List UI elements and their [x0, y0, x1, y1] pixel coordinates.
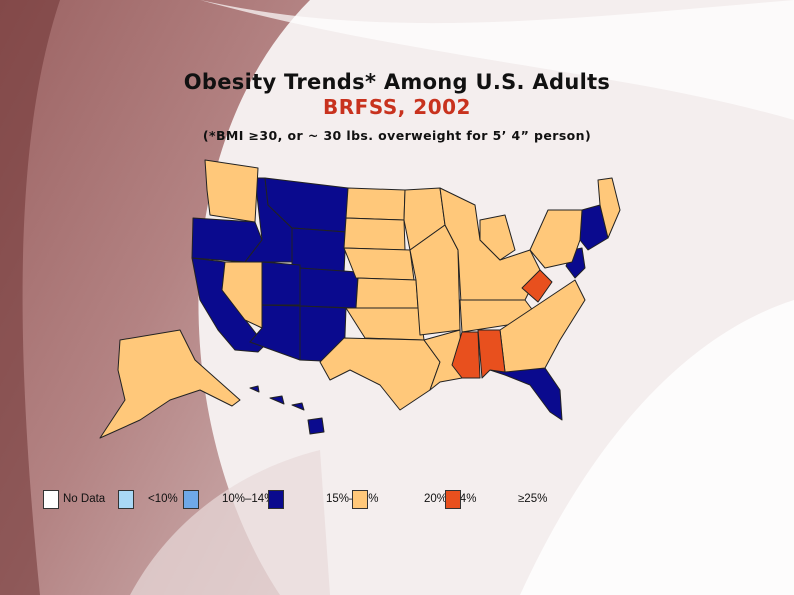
legend-swatch-10-14: [183, 490, 199, 509]
state-mi: [479, 214, 516, 261]
region-ge25: [451, 269, 553, 379]
region-20-24: [99, 159, 621, 439]
map-footnote: (*BMI ≥30, or ~ 30 lbs. overweight for 5…: [202, 128, 592, 143]
legend-label-no-data: No Data: [63, 493, 106, 505]
state-ut: [259, 261, 301, 306]
map-title: Obesity Trends* Among U.S. Adults: [183, 70, 611, 94]
state-nv: [221, 261, 263, 329]
state-tx: [319, 337, 441, 411]
legend-label-10-14: 10%–14%: [222, 493, 275, 505]
state-ar-la: [423, 329, 463, 391]
legend: No Data <10% 10%–14% 15%–19% 20%–24% ≥25…: [0, 488, 794, 514]
state-ok: [345, 307, 425, 341]
legend-swatch-20-24: [352, 490, 368, 509]
region-15-19: [191, 177, 609, 435]
legend-swatch-15-19: [268, 490, 284, 509]
state-co: [299, 267, 359, 309]
legend-swatch-ge25: [445, 490, 461, 509]
state-ak: [99, 329, 241, 439]
state-ms: [451, 331, 481, 379]
state-nd: [345, 187, 406, 221]
state-wa: [204, 159, 259, 223]
map-subtitle: BRFSS, 2002: [323, 95, 471, 119]
state-hi: [249, 385, 325, 435]
state-me: [597, 177, 621, 239]
state-wv: [521, 269, 553, 303]
legend-swatch-lt10: [118, 490, 134, 509]
state-pa-ny: [529, 209, 583, 269]
state-ne: [343, 247, 415, 281]
legend-label-lt10: <10%: [148, 493, 178, 505]
state-sd: [343, 217, 406, 251]
legend-swatch-no-data: [43, 490, 59, 509]
state-al: [477, 329, 506, 379]
state-ks: [355, 277, 419, 309]
legend-label-ge25: ≥25%: [518, 493, 548, 505]
state-fl: [489, 367, 563, 421]
